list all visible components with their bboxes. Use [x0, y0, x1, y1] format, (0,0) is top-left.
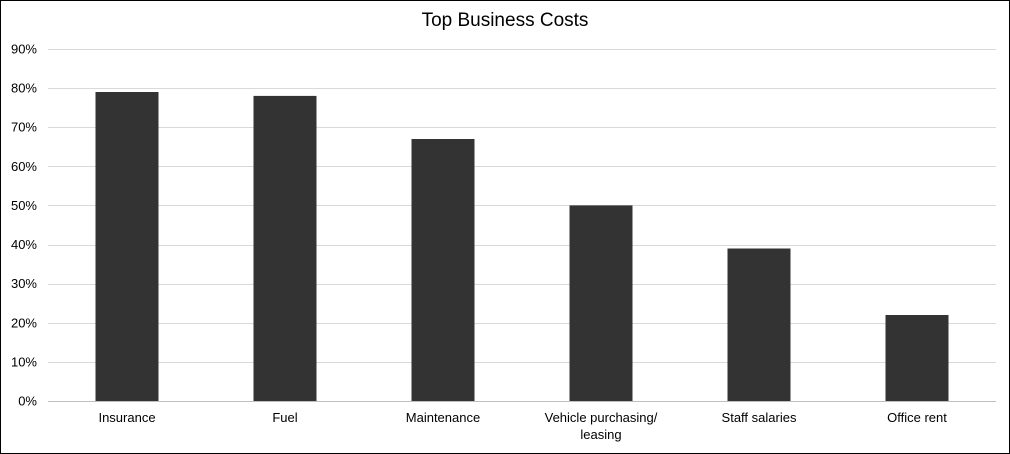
y-axis-ticks: 0% 10% 20% 30% 40% 50% 60% 70% 80% 90%	[11, 42, 37, 409]
chart-title: Top Business Costs	[421, 10, 589, 31]
y-tick-label: 0%	[18, 394, 37, 409]
x-axis-labels: Insurance Fuel Maintenance Vehicle purchasi…	[98, 410, 947, 442]
y-tick-label: 60%	[11, 159, 37, 174]
category-label: Office rent	[887, 410, 947, 425]
y-tick-label: 20%	[11, 315, 37, 330]
gridlines	[48, 49, 996, 363]
y-tick-label: 90%	[11, 42, 37, 57]
category-label: Vehicle purchasing/leasing	[545, 410, 658, 442]
y-tick-label: 70%	[11, 120, 37, 135]
category-label: Insurance	[98, 410, 155, 425]
bar	[727, 248, 791, 401]
category-label: Staff salaries	[722, 410, 797, 425]
y-tick-label: 30%	[11, 276, 37, 291]
bar	[569, 205, 633, 401]
y-tick-label: 80%	[11, 81, 37, 96]
bar	[253, 95, 317, 402]
y-tick-label: 10%	[11, 354, 37, 369]
bar	[95, 92, 159, 401]
category-label: Maintenance	[406, 410, 480, 425]
bar	[411, 139, 475, 401]
bar	[885, 315, 949, 401]
bars	[95, 92, 949, 402]
y-tick-label: 40%	[11, 237, 37, 252]
y-tick-label: 50%	[11, 198, 37, 213]
category-label: Fuel	[272, 410, 297, 425]
